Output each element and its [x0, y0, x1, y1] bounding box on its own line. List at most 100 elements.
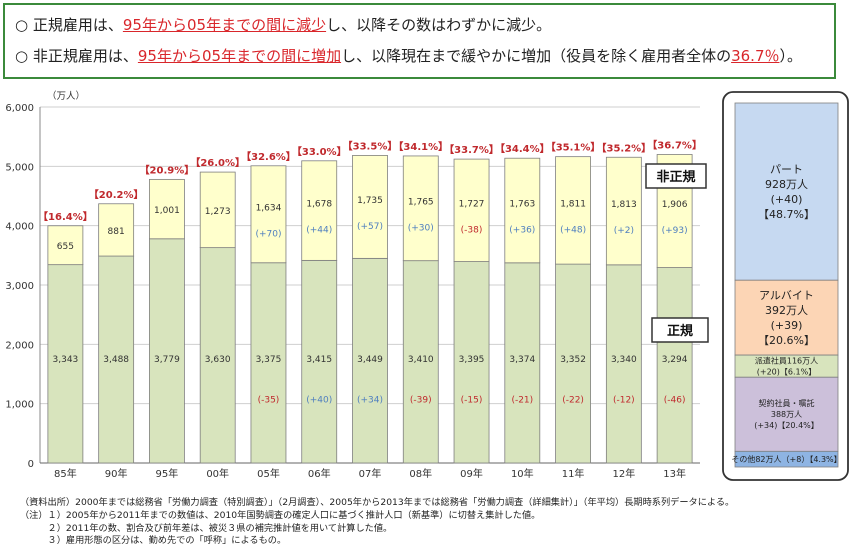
bar-regular: [555, 263, 591, 464]
breakdown-part-label: パート: [770, 163, 803, 176]
x-tick-label: 06年: [308, 467, 331, 480]
bar-nonregular: [250, 165, 287, 264]
change-label-nonregular: (+2): [614, 226, 634, 236]
bar-regular: [98, 255, 135, 464]
breakdown-part-label: 928万人: [765, 178, 808, 191]
change-label-regular: (-22): [562, 395, 584, 405]
change-label-regular: (-21): [511, 395, 533, 405]
y-tick-label: 4,000: [5, 222, 34, 233]
breakdown-keiyaku: [734, 376, 839, 452]
bar-nonregular: [301, 160, 338, 261]
change-label-regular: (-39): [410, 395, 432, 405]
value-label-regular: 3,352: [560, 355, 586, 365]
change-label-nonregular: (+93): [662, 226, 688, 236]
value-label-nonregular: 1,813: [611, 200, 637, 210]
breakdown-part-label: (+40): [771, 193, 803, 206]
change-label-nonregular: (+30): [408, 223, 434, 233]
x-tick-label: 13年: [663, 467, 686, 480]
y-tick-label: 2,000: [5, 340, 34, 351]
change-label-nonregular: (+48): [560, 225, 586, 235]
bullet-circle-icon: ○: [15, 16, 29, 34]
value-label-regular: 3,343: [53, 355, 79, 365]
chart: 0 1,000 2,000 3,000 4,000 5,000 6,000 （万人） 85年 【1…: [5, 90, 849, 481]
breakdown-keiyaku-label: (+34)【20.4%】: [754, 421, 819, 430]
change-label-regular: (+34): [357, 395, 383, 405]
value-label-nonregular: 655: [57, 242, 74, 252]
x-tick-label: 11年: [562, 467, 585, 480]
value-label-nonregular: 1,001: [154, 206, 180, 216]
change-label-nonregular: (-38): [461, 225, 483, 235]
summary-highlight: 95年から05年までの間に減少: [122, 16, 327, 34]
ratio-label: 【34.1%】: [393, 140, 448, 153]
ratio-label: 【33.0%】: [292, 145, 347, 158]
bar-nonregular: [605, 156, 642, 266]
bar-nonregular: [402, 155, 439, 262]
value-label-nonregular: 1,735: [357, 196, 383, 206]
value-label-nonregular: 1,634: [256, 203, 282, 213]
series-label-regular-box: [651, 317, 709, 343]
y-tick-label: 1,000: [5, 400, 34, 411]
x-tick-label: 95年: [156, 467, 179, 480]
bar-regular: [656, 267, 693, 464]
ratio-label: 【35.1%】: [546, 141, 601, 154]
bar-regular: [504, 262, 541, 464]
x-tick-label: 05年: [257, 467, 280, 480]
value-label-nonregular: 1,727: [459, 199, 485, 209]
bullet-circle-icon: ○: [15, 47, 29, 65]
note-line: （注）１）2005年から2011年までの数値は、2010年国勢調査の確定人口に基…: [20, 509, 541, 521]
summary-highlight-percent: 36.7％: [731, 47, 780, 65]
breakdown-arbeit-label: アルバイト: [759, 289, 814, 302]
bar-regular: [149, 238, 185, 464]
value-label-regular: 3,415: [306, 355, 332, 365]
change-label-nonregular: (+36): [509, 226, 535, 236]
breakdown-haken-label: (+20)【6.1%】: [757, 367, 816, 376]
change-label-regular: (-12): [613, 395, 635, 405]
value-label-regular: 3,395: [459, 355, 485, 365]
breakdown-part-label: 【48.7%】: [758, 208, 815, 221]
bar-nonregular: [149, 178, 185, 240]
x-tick-label: 07年: [359, 467, 382, 480]
note-line: ３）雇用形態の区分は、勤め先での「呼称」によるもの。: [20, 535, 287, 547]
change-label-nonregular: (+44): [306, 226, 332, 236]
bar-nonregular: [199, 171, 236, 249]
breakdown-other-label: その他82万人（+8）【4.3%】: [731, 454, 841, 464]
breakdown-arbeit: [734, 279, 839, 356]
bar-nonregular: [504, 157, 541, 264]
breakdown-arbeit-label: 392万人: [765, 304, 808, 317]
bar-nonregular: [453, 158, 490, 262]
bar-regular: [301, 259, 338, 464]
summary-box: ○ 正規雇用は、95年から05年までの間に減少し、以降その数はわずかに減少。 ○…: [3, 3, 836, 79]
ratio-label: 【20.2%】: [89, 188, 144, 201]
change-label-nonregular: (+57): [357, 222, 383, 232]
breakdown-other: [734, 450, 839, 468]
y-axis-unit-label: （万人）: [47, 90, 85, 102]
value-label-nonregular: 881: [108, 227, 125, 237]
value-label-nonregular: 1,906: [662, 200, 688, 210]
value-label-regular: 3,340: [611, 355, 637, 365]
y-tick-label: 0: [28, 459, 34, 470]
bar-nonregular: [555, 156, 591, 265]
breakdown-arbeit-label: 【20.6%】: [758, 334, 815, 347]
change-label-regular: (-15): [461, 395, 483, 405]
x-tick-label: 00年: [206, 467, 229, 480]
ratio-label: 【35.2%】: [596, 141, 651, 154]
y-tick-label: 5,000: [5, 162, 34, 173]
value-label-nonregular: 1,678: [306, 200, 332, 210]
bar-regular: [453, 261, 490, 464]
value-label-nonregular: 1,811: [560, 199, 586, 209]
value-label-regular: 3,375: [256, 355, 282, 365]
x-tick-label: 85年: [54, 467, 77, 480]
y-tick-label: 3,000: [5, 281, 34, 292]
bar-regular: [250, 262, 287, 464]
summary-text: 正規雇用は、: [32, 16, 123, 34]
bar-nonregular: [98, 203, 135, 257]
ratio-label: 【16.4%】: [38, 210, 93, 223]
ratio-label: 【20.9%】: [140, 163, 195, 176]
ratio-label: 【33.5%】: [343, 139, 398, 152]
bar-nonregular: [352, 155, 388, 259]
summary-text: ）。: [779, 47, 803, 65]
value-label-nonregular: 1,765: [408, 197, 434, 207]
ratio-label: 【34.4%】: [495, 142, 550, 155]
bar-regular: [199, 247, 236, 464]
value-label-regular: 3,449: [357, 355, 383, 365]
